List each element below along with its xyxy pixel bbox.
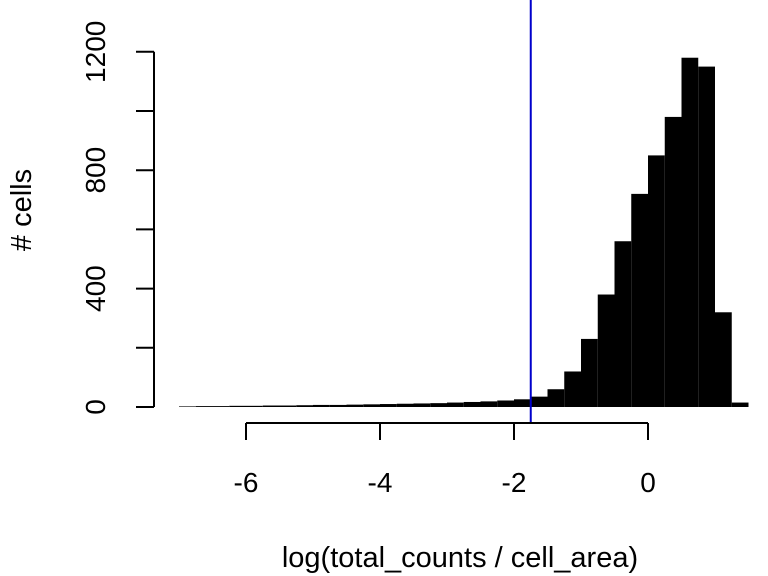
y-axis: 0 400 800 1200 [80, 21, 155, 415]
histogram-bar [597, 294, 615, 407]
histogram-bar [547, 389, 565, 407]
histogram-bar [413, 403, 431, 407]
histogram-bar [698, 66, 715, 407]
y-axis-label: # cells [6, 169, 38, 251]
histogram-bar [664, 116, 682, 408]
x-tick-label: -4 [368, 467, 393, 498]
histogram-bar [346, 404, 364, 407]
histogram-bar [480, 401, 498, 407]
histogram-bar [380, 404, 397, 407]
histogram-bar [497, 400, 514, 407]
histogram-bars [179, 57, 749, 408]
histogram-bar [530, 396, 548, 407]
histogram-bar [229, 405, 246, 407]
histogram-bar [246, 405, 263, 407]
histogram-bar [447, 402, 464, 407]
y-tick-label: 800 [80, 147, 111, 194]
x-axis-label: log(total_counts / cell_area) [282, 542, 638, 574]
y-tick-label: 0 [80, 399, 111, 415]
x-axis: -6 -4 -2 0 [234, 422, 656, 498]
histogram-bar [279, 405, 297, 407]
histogram-bar [614, 241, 632, 407]
histogram-bar [631, 193, 648, 407]
histogram-bar [731, 402, 749, 407]
histogram-bar [581, 338, 598, 407]
histogram-bar [313, 404, 330, 407]
histogram-bar [363, 404, 380, 407]
histogram-bar [212, 406, 230, 407]
x-tick-label: -2 [502, 467, 527, 498]
histogram-bar [396, 403, 414, 407]
histogram-bar [564, 371, 581, 407]
histogram-bar [195, 406, 213, 407]
histogram-bar [463, 401, 481, 407]
y-tick-label: 1200 [80, 21, 111, 83]
x-tick-label: -6 [234, 467, 259, 498]
histogram-bar [296, 405, 313, 407]
histogram-bar [715, 312, 732, 407]
histogram-bar [648, 155, 665, 407]
histogram-bar [262, 405, 280, 407]
histogram-bar [430, 403, 447, 407]
histogram-bar [179, 406, 196, 407]
histogram-bar [514, 399, 531, 407]
y-tick-label: 400 [80, 265, 111, 312]
x-tick-label: 0 [640, 467, 656, 498]
histogram-bar [329, 404, 347, 407]
histogram-bar [681, 57, 699, 407]
